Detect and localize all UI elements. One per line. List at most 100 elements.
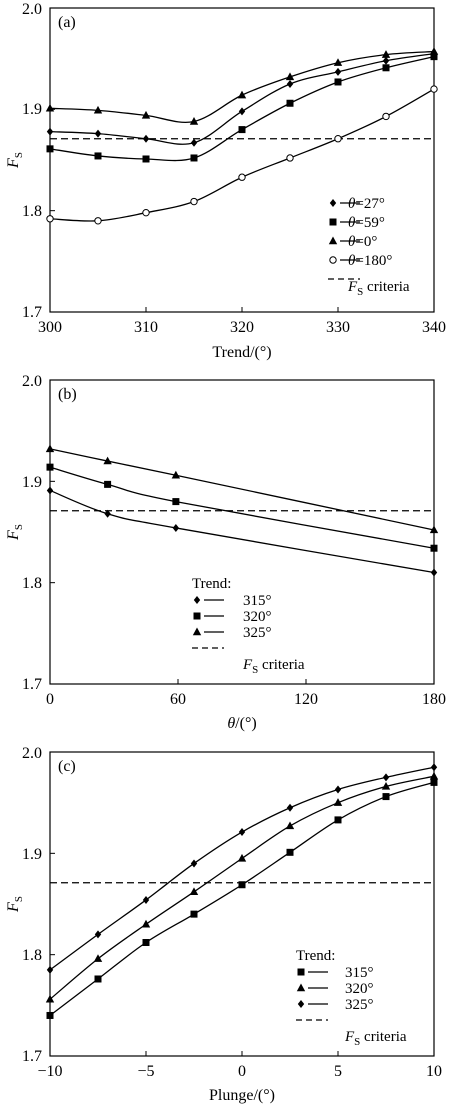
legend-title: Trend: [296, 948, 335, 964]
legend-label: 325° [345, 997, 374, 1013]
data-point [334, 816, 342, 824]
data-point [382, 773, 390, 782]
data-point [237, 90, 247, 99]
y-tick-label: 1.8 [22, 203, 42, 220]
series-line [49, 448, 435, 531]
panel-label: (b) [58, 386, 77, 403]
data-point [382, 112, 390, 121]
data-point [382, 793, 390, 801]
data-point [286, 99, 294, 107]
data-point [189, 887, 199, 896]
legend: FS criteria θ=27° θ=59° θ=0° θ=180° [328, 196, 410, 298]
data-point [94, 152, 102, 160]
legend-label: θ=180° [348, 253, 392, 269]
data-point [142, 134, 150, 143]
data-point [94, 975, 102, 983]
data-point [382, 64, 390, 72]
data-point [334, 135, 342, 143]
y-axis-label: FS [5, 524, 25, 541]
series-line [49, 489, 435, 574]
legend-marker [193, 612, 201, 620]
data-point [45, 103, 55, 112]
x-axis-label: Plunge/(°) [209, 1087, 275, 1104]
panel-a: (a) 1.7 1.8 1.9 2.0 300 310 320 330 340 … [5, 1, 446, 361]
data-point [286, 80, 294, 88]
data-point [430, 85, 438, 93]
data-point [190, 910, 198, 918]
data-point [285, 821, 295, 830]
y-tick-label: 1.7 [22, 304, 42, 321]
x-tick-label: 0 [46, 691, 54, 708]
data-point [190, 138, 198, 147]
legend-marker [192, 627, 202, 636]
data-point [190, 197, 198, 206]
data-point [381, 50, 391, 58]
legend-marker [296, 983, 306, 992]
data-point [141, 919, 151, 928]
legend-marker [193, 596, 201, 604]
y-tick-label: 2.0 [22, 745, 42, 762]
plot-frame [49, 379, 435, 685]
legend-marker [329, 218, 337, 226]
x-tick-label: −5 [137, 1063, 154, 1080]
y-tick-label: 1.7 [22, 676, 42, 693]
x-tick-label: 0 [238, 1063, 246, 1080]
data-point [238, 173, 246, 181]
legend: Trend: FS criteria 315°320°325° [192, 576, 305, 676]
data-point [286, 848, 294, 856]
data-point [238, 107, 246, 116]
y-tick-label: 1.9 [22, 101, 42, 118]
data-point [238, 828, 246, 837]
data-point [286, 154, 294, 162]
data-point [286, 803, 294, 812]
data-point [238, 881, 246, 889]
x-tick-label: 60 [170, 691, 186, 708]
y-axis-label: FS [5, 896, 25, 913]
panel-c: (c) 1.7 1.8 1.9 2.0 −10 −5 0 5 10 Plunge… [5, 745, 442, 1104]
data-point [333, 798, 343, 806]
data-point [104, 480, 112, 488]
data-point [430, 53, 438, 61]
legend-marker [297, 968, 305, 976]
data-point [189, 116, 199, 125]
data-point [285, 72, 295, 81]
legend-marker [329, 256, 337, 264]
y-axis-label: FS [5, 152, 25, 169]
x-tick-label: 320 [230, 319, 254, 336]
legend-label: θ=27° [348, 196, 385, 212]
legend-label: 320° [243, 609, 272, 625]
legend-criteria-label: FS criteria [242, 657, 305, 676]
data-point [45, 444, 55, 453]
data-point [103, 456, 112, 465]
data-point [142, 939, 150, 947]
plot-frame [49, 751, 435, 1057]
data-point [46, 215, 54, 223]
data-point [46, 965, 54, 974]
legend-label: 315° [345, 965, 374, 981]
legend-label: 315° [243, 593, 272, 609]
data-point [430, 544, 438, 552]
legend-label: θ=59° [348, 215, 385, 231]
data-point [46, 463, 54, 471]
x-tick-label: 10 [426, 1063, 442, 1080]
panel-label: (c) [58, 758, 76, 775]
legend-label: 325° [243, 625, 272, 641]
x-tick-label: 300 [38, 319, 62, 336]
legend-marker [297, 1000, 305, 1008]
y-tick-label: 2.0 [22, 1, 42, 18]
data-point [429, 771, 439, 780]
data-point [238, 126, 246, 134]
x-axis-label: Trend/(°) [212, 344, 271, 361]
data-point [381, 781, 391, 790]
data-point [45, 994, 55, 1003]
legend-label: 320° [345, 981, 374, 997]
data-point [172, 523, 180, 532]
data-point [104, 509, 111, 518]
data-point [94, 217, 102, 225]
series-line [49, 766, 435, 971]
data-point [382, 56, 390, 65]
data-point [142, 895, 150, 904]
data-point [237, 853, 247, 862]
y-tick-label: 1.9 [22, 846, 42, 863]
